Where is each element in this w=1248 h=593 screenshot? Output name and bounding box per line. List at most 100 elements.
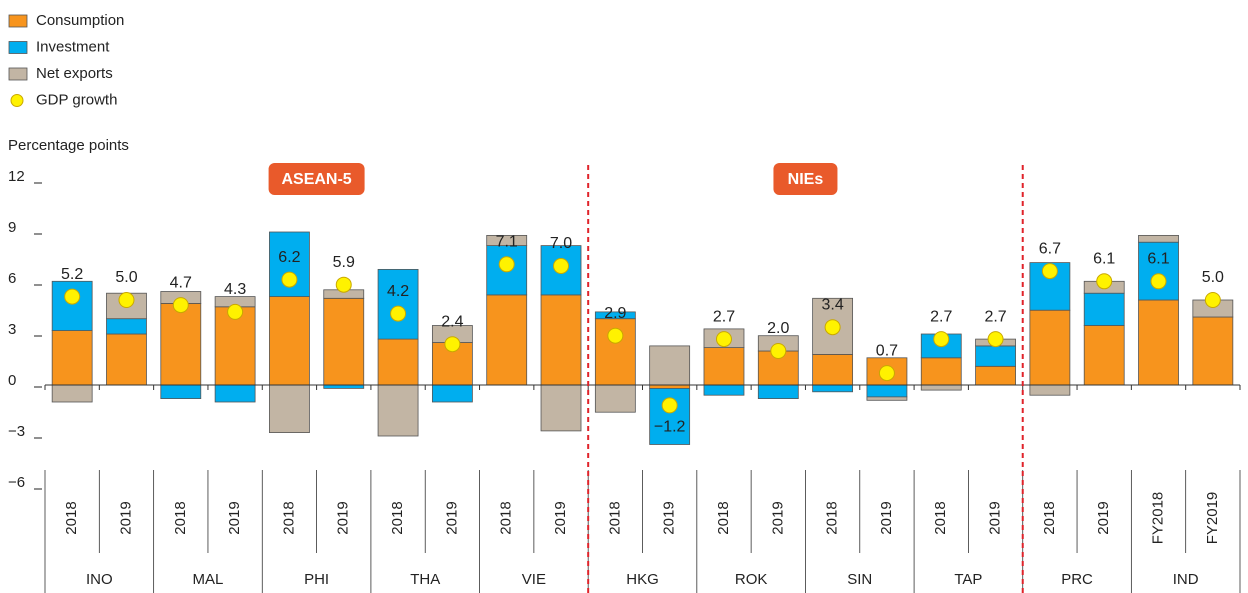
group-label: HKG: [626, 571, 659, 588]
bar-segment: [106, 318, 147, 335]
bar-segment: [377, 338, 419, 386]
bar-segment: [540, 384, 582, 432]
y-tick-label: 9: [8, 219, 16, 236]
bar-segment: [1029, 309, 1071, 386]
data-label: 5.0: [1202, 269, 1224, 286]
legend-label: Investment: [36, 38, 110, 55]
legend-label: Net exports: [36, 65, 113, 82]
gdp-dot: [444, 336, 461, 353]
bar-segment: [323, 297, 365, 386]
group-label: TAP: [954, 571, 982, 588]
bar-segment: [920, 384, 962, 391]
group-label: THA: [410, 571, 440, 588]
group-label: ROK: [735, 571, 768, 588]
bar-segment: [1029, 384, 1071, 396]
x-tick-label: 2019: [443, 501, 460, 534]
bar-segment: [866, 384, 908, 398]
data-label: 7.1: [496, 234, 518, 251]
gdp-dot: [172, 297, 189, 314]
bar-segment: [51, 330, 93, 386]
annotation: NIEs: [788, 171, 824, 188]
bar-segment: [214, 384, 256, 403]
bar-segment: [269, 384, 310, 433]
bar-segment: [160, 384, 202, 400]
x-tick-label: 2019: [1095, 501, 1112, 534]
x-tick-label: 2018: [63, 501, 80, 534]
x-tick-label: FY2019: [1204, 492, 1221, 545]
gdp-dot: [824, 319, 841, 336]
data-label: 3.4: [821, 296, 843, 313]
annotation-box: [268, 163, 365, 195]
bar-segment: [377, 268, 419, 340]
data-label: −1.2: [654, 419, 686, 436]
legend-swatch: [8, 67, 28, 81]
bar-segment: [377, 384, 419, 437]
data-label: 2.0: [767, 320, 789, 337]
legend-swatch: [8, 14, 28, 28]
gdp-dot: [281, 271, 298, 288]
gdp-dot: [933, 331, 950, 348]
gdp-dot: [227, 303, 244, 320]
data-label: 2.9: [604, 305, 626, 322]
group-label: PHI: [304, 571, 329, 588]
bar-segment: [649, 345, 691, 386]
bar-segment: [1138, 234, 1179, 243]
gdp-dot: [1041, 263, 1058, 280]
gdp-dot: [715, 331, 732, 348]
group-label: VIE: [522, 571, 546, 588]
gdp-dot: [498, 256, 515, 273]
group-label: MAL: [193, 571, 224, 588]
bar-segment: [1192, 316, 1234, 386]
group-label: PRC: [1061, 571, 1093, 588]
bar-segment: [540, 245, 582, 296]
gdp-dot: [661, 397, 678, 414]
bar-segment: [920, 357, 962, 386]
bar-segment: [757, 384, 799, 400]
gdp-dot: [390, 305, 407, 322]
bar-segment: [812, 353, 854, 386]
data-label: 2.4: [441, 313, 463, 330]
bar-segment: [703, 347, 745, 386]
legend-swatch: [8, 41, 28, 54]
annotation: ASEAN-5: [281, 171, 351, 188]
x-tick-label: 2018: [824, 501, 841, 534]
bar-segment: [486, 234, 528, 246]
data-label: 4.3: [224, 281, 246, 298]
gdp-dot: [553, 258, 570, 274]
x-tick-label: 2019: [661, 501, 678, 534]
x-tick-label: 2018: [932, 501, 949, 534]
x-tick-label: 2018: [389, 501, 406, 534]
x-tick-label: 2018: [172, 501, 189, 534]
x-tick-label: 2018: [1041, 501, 1058, 534]
gdp-dot: [118, 292, 135, 308]
data-label: 6.7: [1039, 240, 1061, 257]
data-label: 4.7: [170, 274, 192, 291]
x-tick-label: 2018: [606, 501, 623, 534]
bar-segment: [323, 384, 365, 389]
bar-segment: [975, 365, 1016, 386]
legend-label: GDP growth: [36, 91, 117, 108]
y-tick-label: 12: [8, 168, 25, 185]
gdp-dot: [607, 327, 624, 344]
bar-segment: [160, 302, 202, 386]
x-tick-label: 2019: [769, 501, 786, 534]
data-label: 2.7: [713, 308, 735, 325]
y-tick-label: 6: [8, 270, 16, 287]
data-label: 2.7: [930, 308, 952, 325]
bar-segment: [540, 294, 582, 386]
x-tick-label: 2019: [226, 501, 243, 534]
y-tick-label: −3: [8, 423, 25, 440]
gdp-dot: [987, 331, 1004, 348]
legend-marker: [10, 94, 24, 107]
bar-segment: [649, 387, 691, 445]
gdp-dot: [1096, 273, 1113, 290]
y-tick-label: 3: [8, 321, 16, 338]
bar-segment: [1083, 325, 1125, 386]
bar-segment: [51, 384, 93, 403]
data-label: 6.1: [1147, 251, 1169, 268]
x-tick-label: 2019: [335, 501, 352, 534]
group-label: INO: [86, 571, 113, 588]
group-label: SIN: [847, 571, 872, 588]
y-tick-label: 0: [8, 372, 16, 389]
